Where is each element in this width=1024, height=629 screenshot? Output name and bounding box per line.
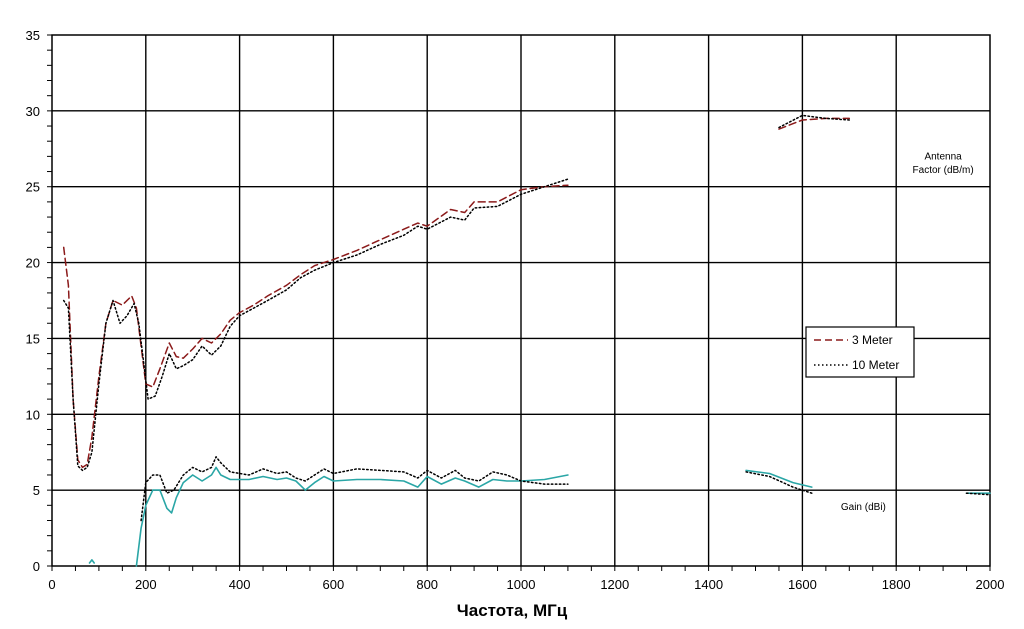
series-line-10-meter bbox=[64, 90, 990, 471]
y-tick-label: 10 bbox=[26, 407, 40, 422]
legend: 3 Meter 10 Meter bbox=[805, 326, 915, 378]
tick-layer: 0 200 400 600 800 1000 1200 1400 1600 1800 2000 0 5 1… bbox=[26, 28, 1005, 592]
x-tick-label: 1000 bbox=[507, 577, 536, 592]
x-tick-label: 600 bbox=[323, 577, 345, 592]
annotation-label: Factor (dB/m) bbox=[913, 165, 974, 176]
legend-label-3-meter: 3 Meter bbox=[852, 333, 893, 347]
x-tick-label: 1400 bbox=[694, 577, 723, 592]
y-tick-label: 25 bbox=[26, 180, 40, 195]
x-tick-label: 2000 bbox=[976, 577, 1005, 592]
x-tick-label: 200 bbox=[135, 577, 157, 592]
series-line-gain-10-meter bbox=[140, 456, 991, 522]
annotation-layer: Antenna Factor (dB/m) Gain (dBi) bbox=[841, 151, 974, 512]
y-tick-label: 30 bbox=[26, 104, 40, 119]
series-layer bbox=[64, 88, 991, 567]
annotation-label: Gain (dBi) bbox=[841, 502, 886, 513]
x-tick-label: 800 bbox=[416, 577, 438, 592]
x-tick-label: 400 bbox=[229, 577, 251, 592]
series-line-3-meter bbox=[64, 88, 990, 467]
x-tick-label: 0 bbox=[48, 577, 55, 592]
legend-box bbox=[805, 326, 915, 378]
y-tick-label: 15 bbox=[26, 331, 40, 346]
grid-layer bbox=[51, 34, 991, 567]
x-tick-label: 1800 bbox=[882, 577, 911, 592]
x-tick-label: 1600 bbox=[788, 577, 817, 592]
annotation-label: Antenna bbox=[924, 151, 962, 162]
x-axis-title: Частота, МГц bbox=[457, 601, 568, 620]
legend-label-10-meter: 10 Meter bbox=[852, 358, 899, 372]
y-tick-label: 0 bbox=[33, 559, 40, 574]
y-tick-label: 35 bbox=[26, 28, 40, 43]
y-tick-label: 20 bbox=[26, 256, 40, 271]
series-line-gain-3-meter bbox=[88, 466, 991, 567]
x-tick-label: 1200 bbox=[600, 577, 629, 592]
y-tick-label: 5 bbox=[33, 483, 40, 498]
